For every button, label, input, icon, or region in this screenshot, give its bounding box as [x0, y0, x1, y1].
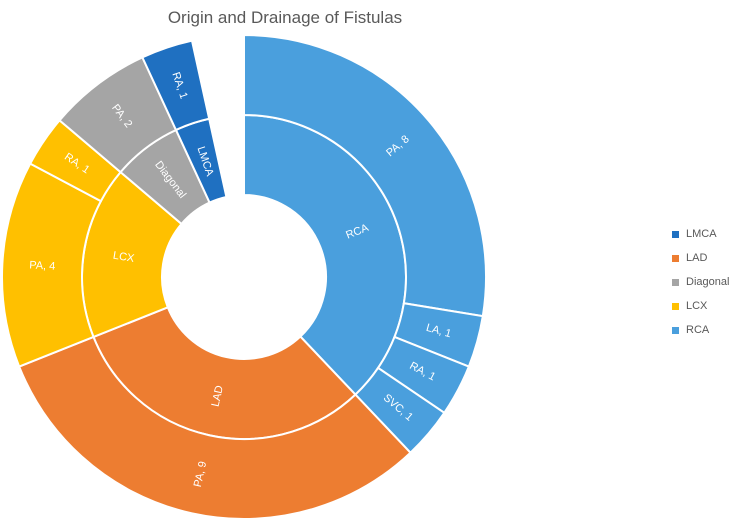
legend-swatch — [672, 254, 679, 262]
legend-swatch — [672, 326, 679, 334]
legend-item-lad: LAD — [672, 246, 729, 270]
drainage-label-lcx-pa: PA, 4 — [29, 259, 56, 272]
legend-item-rca: RCA — [672, 318, 729, 342]
drainage-segment-lmca-ra — [141, 39, 211, 132]
origin-label-lcx: LCX — [112, 250, 136, 265]
legend-label: Diagonal — [686, 276, 730, 288]
legend-label: LMCA — [686, 228, 717, 240]
inner-ring — [81, 113, 407, 440]
legend-label: LCX — [686, 300, 708, 312]
drainage-segment-lad-pa — [17, 335, 412, 520]
legend-label: RCA — [686, 324, 710, 336]
legend-item-lcx: LCX — [672, 294, 729, 318]
legend-label: LAD — [686, 252, 708, 264]
outer-ring — [1, 33, 487, 520]
origin-label-lad: LAD — [210, 384, 226, 408]
legend-swatch — [672, 302, 679, 310]
chart-title: Origin and Drainage of Fistulas — [167, 8, 403, 27]
drainage-label-lad-pa: PA, 9 — [192, 460, 209, 488]
legend: LMCA LAD Diagonal LCX RCA — [672, 222, 729, 342]
legend-item-diagonal: Diagonal — [672, 270, 729, 294]
legend-swatch — [672, 230, 679, 238]
drainage-segment-rca-pa — [243, 33, 487, 318]
legend-item-lmca: LMCA — [672, 222, 729, 246]
legend-swatch — [672, 278, 679, 286]
